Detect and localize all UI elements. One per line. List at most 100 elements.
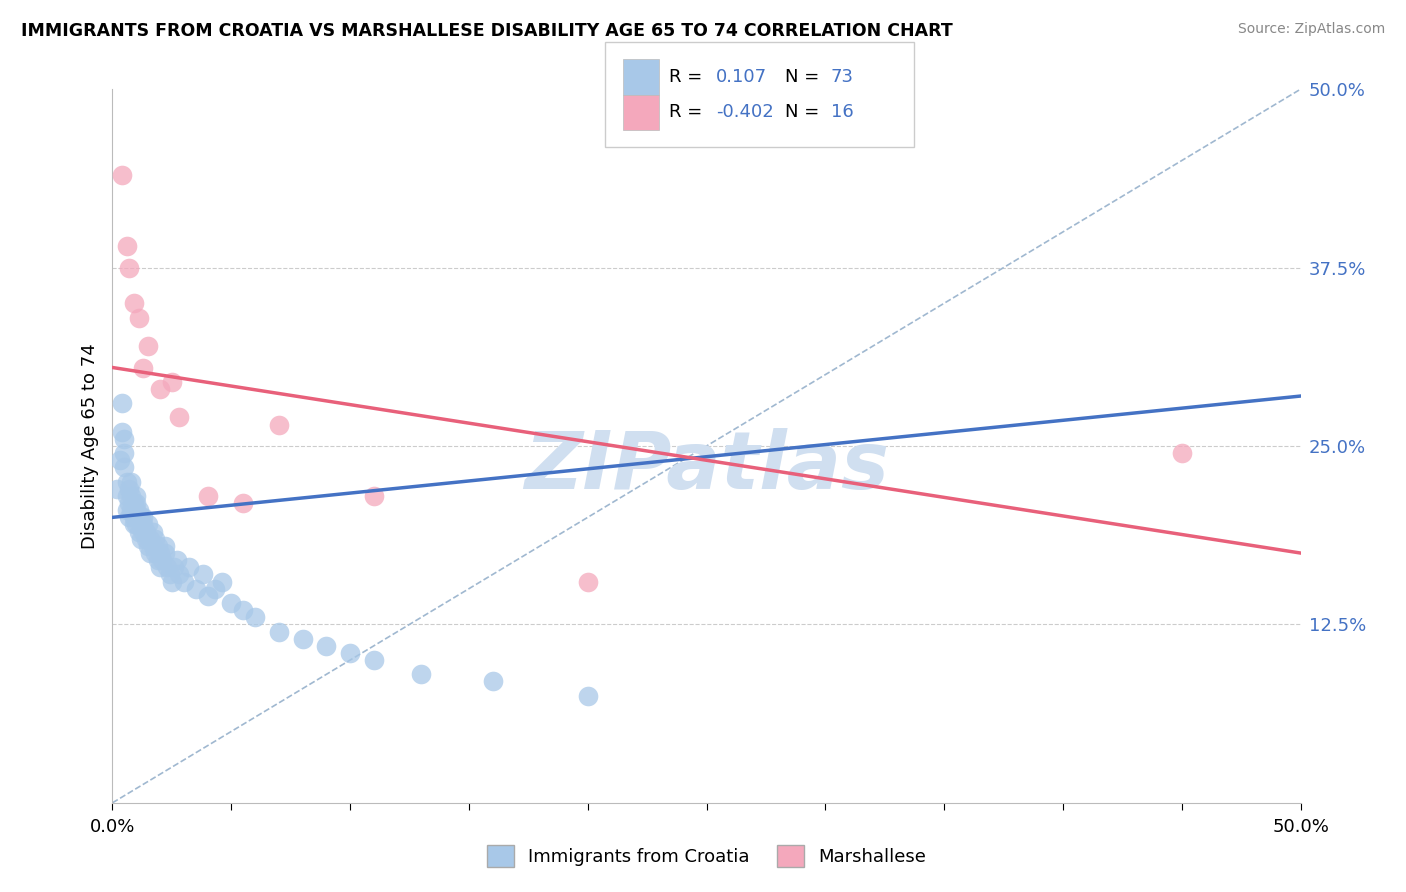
Point [122,510,145,524]
Point [135,524,157,539]
Point [132,517,155,532]
Point [125,489,148,503]
Point [132,510,155,524]
Point [125,503,148,517]
Point [197,489,219,503]
Point [576,574,599,589]
Text: ZIPatlas: ZIPatlas [524,428,889,507]
Point [1170,446,1192,460]
Point [111,425,134,439]
Point [166,553,188,567]
Point [167,410,190,425]
Point [118,496,141,510]
Legend: Immigrants from Croatia, Marshallese: Immigrants from Croatia, Marshallese [478,836,935,876]
Point [115,475,138,489]
Point [105,482,128,496]
Point [129,510,152,524]
Point [128,310,150,325]
Point [160,375,183,389]
Point [108,453,131,467]
Text: -0.402: -0.402 [716,103,773,121]
Point [173,574,195,589]
Point [121,503,143,517]
Text: 0.107: 0.107 [716,68,766,86]
Point [211,574,233,589]
Point [184,582,207,596]
Point [125,496,148,510]
Point [112,460,135,475]
Point [111,396,134,410]
Point [149,546,172,560]
Point [204,582,226,596]
Point [219,596,243,610]
Point [118,482,141,496]
Point [139,546,162,560]
Point [122,296,145,310]
Point [146,539,169,553]
Point [315,639,337,653]
Point [143,532,166,546]
Point [363,489,385,503]
Point [153,539,176,553]
Point [128,503,150,517]
Point [132,524,155,539]
Point [149,560,172,574]
Point [122,496,145,510]
Point [191,567,214,582]
Point [112,446,135,460]
Point [150,553,173,567]
Point [177,560,200,574]
Point [122,517,145,532]
Point [363,653,385,667]
Point [143,546,166,560]
Text: N =: N = [785,68,818,86]
Point [118,260,141,275]
Text: R =: R = [669,103,703,121]
Point [118,510,141,524]
Text: 16: 16 [831,103,853,121]
Text: IMMIGRANTS FROM CROATIA VS MARSHALLESE DISABILITY AGE 65 TO 74 CORRELATION CHART: IMMIGRANTS FROM CROATIA VS MARSHALLESE D… [21,22,953,40]
Y-axis label: Disability Age 65 to 74: Disability Age 65 to 74 [80,343,98,549]
Point [132,360,155,375]
Point [139,532,162,546]
Text: R =: R = [669,68,703,86]
Point [167,567,190,582]
Point [243,610,266,624]
Point [142,539,165,553]
Point [136,539,159,553]
Point [115,239,138,253]
Point [146,553,169,567]
Point [481,674,503,689]
Point [149,382,172,396]
Point [111,168,134,182]
Point [291,632,314,646]
Point [115,489,138,503]
Point [411,667,433,681]
Point [142,524,165,539]
Point [136,339,159,353]
Text: N =: N = [785,103,818,121]
Point [121,489,143,503]
Point [156,560,179,574]
Point [197,589,219,603]
Point [153,546,176,560]
Text: Source: ZipAtlas.com: Source: ZipAtlas.com [1237,22,1385,37]
Point [115,503,138,517]
Point [232,496,254,510]
Point [232,603,254,617]
Point [159,567,181,582]
Point [267,624,290,639]
Point [576,689,599,703]
Point [129,517,152,532]
Point [160,574,183,589]
Point [135,532,157,546]
Point [128,510,150,524]
Point [125,517,148,532]
Point [163,560,186,574]
Point [339,646,361,660]
Point [129,532,152,546]
Point [267,417,290,432]
Point [128,524,150,539]
Point [112,432,135,446]
Point [136,517,159,532]
